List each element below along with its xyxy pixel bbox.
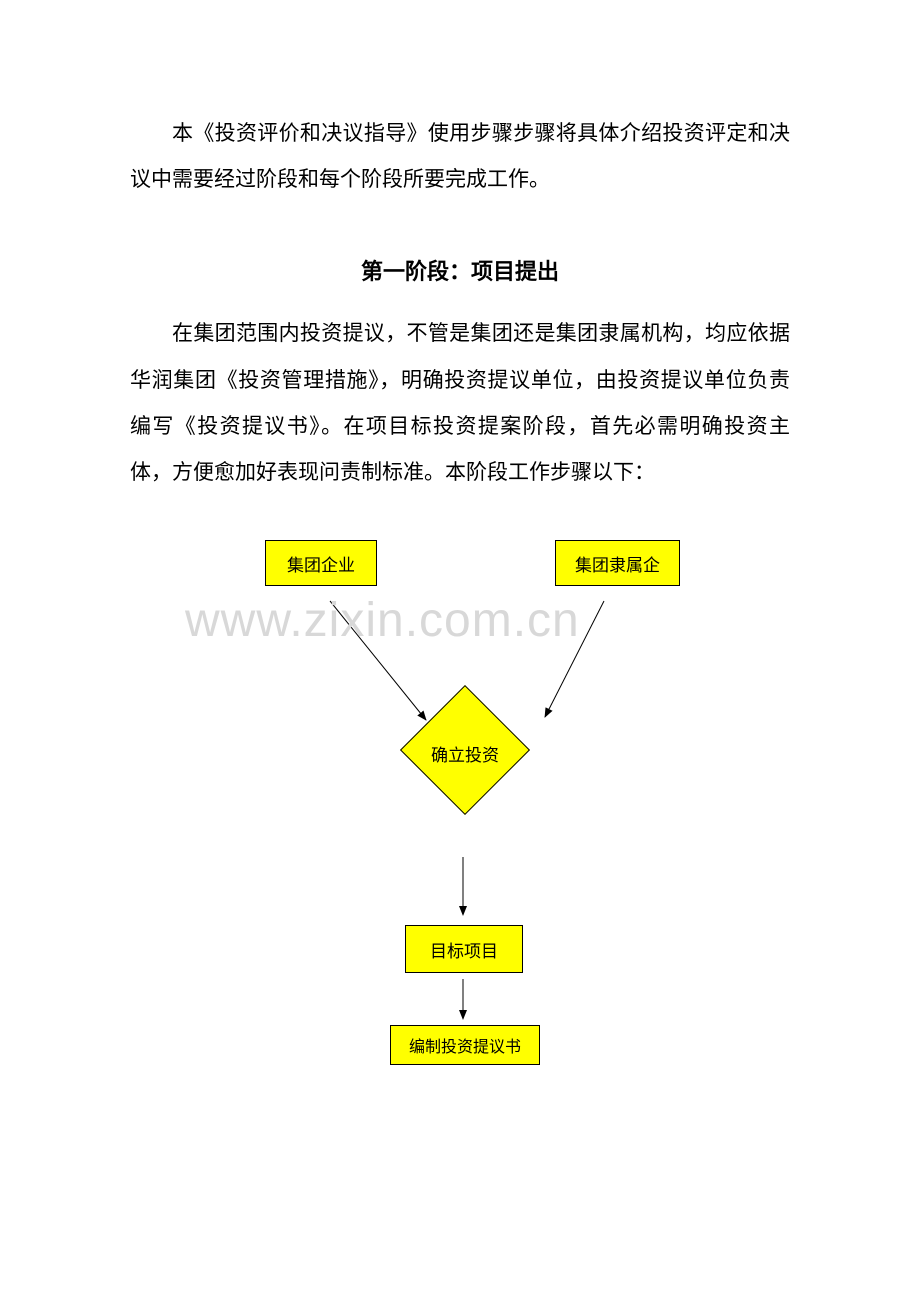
intro-paragraph: 本《投资评价和决议指导》使用步骤步骤将具体介绍投资评定和决议中需要经过阶段和每个… [130, 110, 790, 202]
flowchart-arrows [130, 535, 790, 1095]
edge-n1-n3 [330, 601, 426, 720]
edge-n2-n3 [545, 601, 604, 717]
flowchart-container: 集团企业 集团隶属企 确立投资 目标项目 编制投资提议书 www.zixin.c… [130, 535, 790, 1095]
page-container: 本《投资评价和决议指导》使用步骤步骤将具体介绍投资评定和决议中需要经过阶段和每个… [0, 0, 920, 1095]
body-paragraph: 在集团范围内投资提议，不管是集团还是集团隶属机构，均应依据华润集团《投资管理措施… [130, 310, 790, 495]
section-heading: 第一阶段：项目提出 [130, 254, 790, 286]
